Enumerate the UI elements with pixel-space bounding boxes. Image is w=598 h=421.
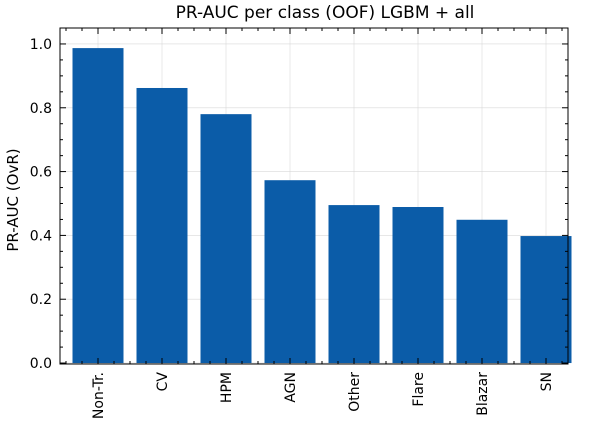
x-tick-label: HPM bbox=[219, 372, 235, 403]
y-tick-label: 0.2 bbox=[30, 292, 52, 308]
x-tick-label: CV bbox=[155, 372, 171, 392]
bar bbox=[456, 219, 508, 364]
x-tick-label: AGN bbox=[283, 372, 299, 403]
x-tick-label: Non-Tr. bbox=[91, 372, 107, 419]
bar bbox=[136, 87, 188, 364]
bar bbox=[392, 207, 444, 364]
bar bbox=[72, 48, 124, 364]
y-tick-label: 1.0 bbox=[30, 37, 52, 53]
bars bbox=[72, 48, 572, 364]
x-tick-label: Flare bbox=[411, 372, 427, 407]
x-axis: Non-Tr. CV HPM AGN Other Flare Blazar SN bbox=[65, 28, 563, 419]
bar bbox=[328, 205, 380, 364]
x-tick-label: Blazar bbox=[475, 372, 491, 416]
x-tick-label: SN bbox=[539, 372, 555, 391]
chart-title: PR-AUC per class (OOF) LGBM + all bbox=[176, 3, 475, 23]
bar bbox=[200, 114, 252, 364]
y-axis: 0.0 0.2 0.4 0.6 0.8 1.0 bbox=[30, 37, 568, 372]
x-tick-label: Other bbox=[347, 372, 363, 412]
y-tick-label: 0.6 bbox=[30, 165, 52, 181]
y-tick-label: 0.0 bbox=[30, 356, 52, 372]
plot-frame bbox=[59, 27, 569, 365]
bar bbox=[264, 180, 316, 364]
y-tick-label: 0.8 bbox=[30, 101, 52, 117]
y-tick-label: 0.4 bbox=[30, 228, 52, 244]
y-axis-label: PR-AUC (OvR) bbox=[4, 148, 22, 251]
